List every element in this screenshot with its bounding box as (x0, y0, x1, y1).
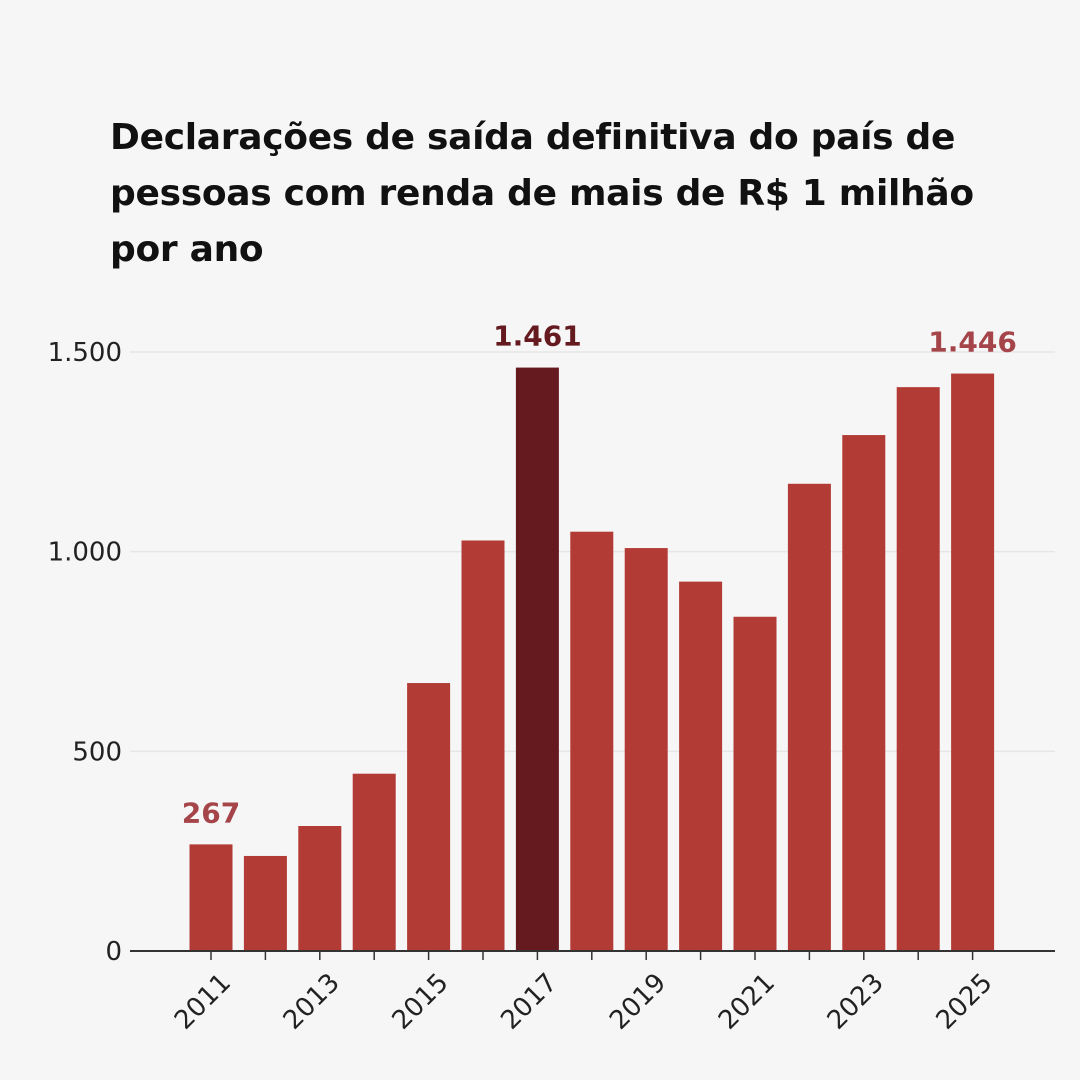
bar-2023 (842, 435, 886, 951)
x-tick-label: 2025 (931, 968, 999, 1036)
x-tick-label: 2015 (387, 968, 455, 1036)
x-tick-label: 2011 (169, 968, 237, 1036)
bars (189, 367, 995, 952)
x-tick-label: 2017 (495, 968, 563, 1036)
bar-2016 (461, 540, 505, 951)
bar-2020 (679, 581, 723, 951)
bar-2012 (243, 855, 287, 951)
y-tick-label: 0 (105, 937, 122, 967)
data-label-2017: 1.461 (493, 320, 582, 353)
bar-2024 (896, 387, 940, 951)
bar-2025 (951, 373, 995, 952)
x-tick-label: 2023 (822, 968, 890, 1036)
x-tick-label: 2021 (713, 968, 781, 1036)
bar-2021 (733, 616, 777, 951)
data-labels: 267 1.461 1.446 (182, 320, 1017, 830)
x-tick-label: 2019 (604, 968, 672, 1036)
bar-2017 (515, 367, 559, 952)
bar-2011 (189, 844, 233, 951)
bar-2022 (787, 483, 831, 951)
data-label-2025: 1.446 (928, 326, 1017, 359)
bar-2014 (352, 773, 396, 951)
x-tick-label: 2013 (278, 968, 346, 1036)
bar-2019 (624, 548, 668, 951)
y-tick-label: 500 (72, 737, 122, 767)
data-label-2011: 267 (182, 796, 240, 829)
chart-title: Declarações de saída definitiva do país … (110, 117, 974, 270)
bar-2018 (570, 531, 614, 951)
y-tick-label: 1.000 (48, 538, 122, 568)
bar-2013 (298, 826, 342, 951)
y-tick-label: 1.500 (48, 338, 122, 368)
bar-2015 (407, 683, 451, 951)
